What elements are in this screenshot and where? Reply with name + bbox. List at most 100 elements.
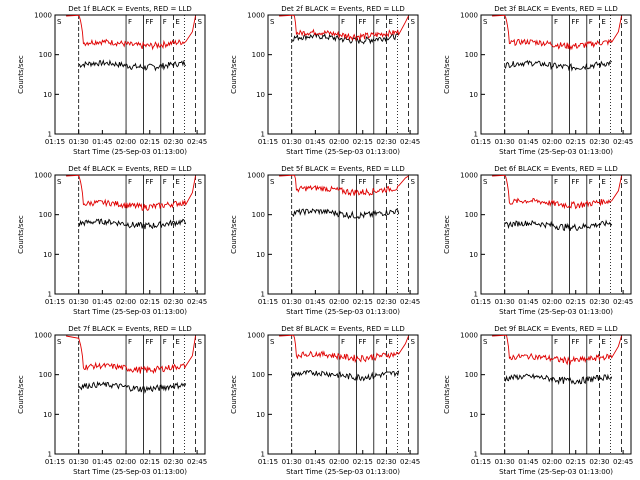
x-tick-label: 02:00	[329, 458, 349, 466]
x-axis-label: Start Time (25-Sep-03 01:13:00)	[499, 148, 613, 156]
x-tick-label: 01:15	[45, 298, 65, 306]
marker-label: S	[270, 338, 275, 346]
series-line-events	[291, 208, 400, 220]
y-axis-label: Counts/sec	[230, 55, 238, 94]
x-tick-label: 02:30	[163, 138, 183, 146]
x-tick-label: 02:45	[613, 458, 633, 466]
x-tick-label: 01:30	[69, 138, 89, 146]
marker-label: F	[163, 18, 167, 26]
x-tick-label: 01:15	[45, 138, 65, 146]
chart-title: Det 1f BLACK = Events, RED = LLD	[68, 5, 191, 13]
x-tick-label: 02:45	[187, 298, 207, 306]
y-axis-label: Counts/sec	[443, 55, 451, 94]
marker-label: F	[589, 18, 593, 26]
marker-label: F	[341, 18, 345, 26]
plot-frame	[480, 14, 632, 135]
chart-panel-7: Det 7f BLACK = Events, RED = LLD 1 10 100 10…	[17, 325, 207, 476]
chart-title: Det 5f BLACK = Events, RED = LLD	[281, 165, 404, 173]
marker-label: E	[388, 338, 392, 346]
chart-title: Det 7f BLACK = Events, RED = LLD	[68, 325, 191, 333]
x-tick-label: 02:45	[400, 298, 420, 306]
series-line-lld	[66, 14, 196, 51]
chart-title: Det 6f BLACK = Events, RED = LLD	[494, 165, 617, 173]
y-tick-label: 1	[474, 131, 478, 139]
marker-label: F	[341, 338, 345, 346]
marker-label: S	[624, 178, 629, 186]
x-tick-label: 02:30	[163, 458, 183, 466]
marker-label: S	[198, 178, 203, 186]
series-line-lld	[279, 14, 409, 42]
y-tick-label: 1000	[34, 12, 52, 20]
marker-label: FF	[145, 18, 153, 26]
plot-frame	[480, 334, 632, 455]
x-tick-label: 01:30	[282, 458, 302, 466]
marker-label: S	[57, 18, 62, 26]
y-tick-label: 10	[43, 91, 52, 99]
marker-label: E	[601, 338, 605, 346]
y-tick-label: 100	[252, 371, 265, 379]
marker-label: S	[198, 338, 203, 346]
marker-label: S	[624, 338, 629, 346]
y-tick-label: 100	[39, 371, 52, 379]
x-tick-label: 02:45	[613, 298, 633, 306]
x-tick-label: 02:15	[140, 458, 160, 466]
marker-label: F	[589, 338, 593, 346]
x-axis-label: Start Time (25-Sep-03 01:13:00)	[73, 308, 187, 316]
y-axis-label: Counts/sec	[17, 215, 25, 254]
x-axis-label: Start Time (25-Sep-03 01:13:00)	[286, 148, 400, 156]
y-tick-label: 1	[261, 131, 265, 139]
marker-label: FF	[358, 18, 366, 26]
x-tick-label: 02:15	[353, 138, 373, 146]
x-tick-label: 01:45	[92, 298, 112, 306]
x-tick-label: 02:00	[329, 298, 349, 306]
x-tick-label: 01:15	[258, 298, 278, 306]
marker-label: F	[163, 178, 167, 186]
y-tick-label: 1	[474, 291, 478, 299]
marker-label: FF	[571, 18, 579, 26]
marker-label: S	[411, 178, 416, 186]
marker-label: S	[57, 338, 62, 346]
series-line-events	[504, 219, 613, 232]
x-tick-label: 02:15	[353, 458, 373, 466]
series-line-events	[291, 370, 400, 382]
marker-label: F	[128, 18, 132, 26]
x-tick-label: 01:45	[305, 458, 325, 466]
marker-label: S	[483, 338, 488, 346]
y-axis-label: Counts/sec	[230, 215, 238, 254]
x-tick-label: 02:30	[376, 298, 396, 306]
marker-label: E	[388, 18, 392, 26]
x-tick-label: 01:45	[305, 298, 325, 306]
marker-label: FF	[145, 178, 153, 186]
chart-title: Det 3f BLACK = Events, RED = LLD	[494, 5, 617, 13]
y-tick-label: 1000	[34, 332, 52, 340]
marker-label: F	[128, 338, 132, 346]
x-axis-label: Start Time (25-Sep-03 01:13:00)	[499, 468, 613, 476]
x-tick-label: 01:15	[471, 458, 491, 466]
series-line-lld	[492, 14, 622, 51]
series-line-lld	[66, 335, 196, 375]
x-tick-label: 02:45	[613, 138, 633, 146]
x-tick-label: 01:30	[495, 298, 515, 306]
x-tick-label: 02:30	[589, 458, 609, 466]
y-tick-label: 10	[469, 251, 478, 259]
chart-panel-3: Det 3f BLACK = Events, RED = LLD 1 10 100 10…	[443, 5, 633, 156]
chart-title: Det 8f BLACK = Events, RED = LLD	[281, 325, 404, 333]
marker-label: S	[483, 18, 488, 26]
y-tick-label: 100	[39, 51, 52, 59]
y-tick-label: 1000	[460, 332, 478, 340]
y-tick-label: 100	[39, 211, 52, 219]
x-tick-label: 01:15	[471, 138, 491, 146]
marker-label: F	[341, 178, 345, 186]
marker-label: F	[554, 178, 558, 186]
plot-frame	[54, 174, 206, 295]
x-tick-label: 01:45	[92, 138, 112, 146]
y-tick-label: 10	[469, 411, 478, 419]
chart-panel-2: Det 2f BLACK = Events, RED = LLD 1 10 100 10…	[230, 5, 420, 156]
marker-label: F	[376, 178, 380, 186]
x-tick-label: 01:30	[495, 458, 515, 466]
x-tick-label: 02:15	[140, 138, 160, 146]
x-tick-label: 02:00	[542, 458, 562, 466]
y-tick-label: 1000	[247, 332, 265, 340]
plot-frame	[54, 14, 206, 135]
